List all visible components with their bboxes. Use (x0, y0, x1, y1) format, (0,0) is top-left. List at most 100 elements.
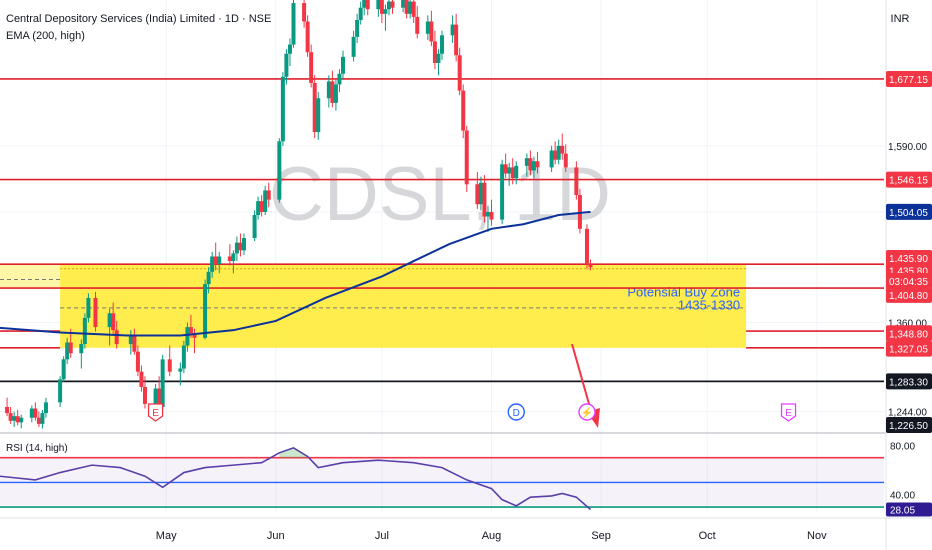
candle-body[interactable] (5, 406, 10, 414)
candle-body[interactable] (556, 145, 561, 160)
candle-body[interactable] (390, 1, 395, 8)
candle-body[interactable] (252, 215, 257, 239)
candle-body[interactable] (365, 0, 370, 10)
candle-body[interactable] (139, 371, 144, 387)
candle-body[interactable] (312, 82, 317, 133)
candle-body[interactable] (383, 9, 388, 14)
candle-body[interactable] (238, 242, 243, 251)
candle-body[interactable] (153, 388, 158, 404)
candle-body[interactable] (514, 165, 519, 179)
candle-body[interactable] (507, 167, 512, 174)
candle-body[interactable] (337, 73, 342, 85)
candle-body[interactable] (457, 55, 462, 91)
candle-body[interactable] (376, 0, 381, 10)
candle-body[interactable] (40, 413, 45, 424)
candle-body[interactable] (379, 0, 384, 14)
candle-body[interactable] (549, 150, 554, 168)
candle-body[interactable] (217, 256, 222, 265)
candle-body[interactable] (531, 161, 536, 171)
candle-body[interactable] (362, 0, 367, 8)
candle-body[interactable] (210, 256, 215, 272)
candle-body[interactable] (574, 167, 579, 196)
candle-body[interactable] (358, 7, 363, 20)
ema-line[interactable] (0, 210, 591, 337)
candle-body[interactable] (231, 253, 236, 262)
candle-body[interactable] (227, 256, 232, 262)
candle-body[interactable] (65, 342, 70, 360)
candle-body[interactable] (553, 150, 558, 160)
candle-body[interactable] (160, 359, 165, 407)
candle-body[interactable] (485, 211, 490, 217)
candle-body[interactable] (241, 238, 246, 251)
candle-body[interactable] (213, 256, 218, 265)
candle-body[interactable] (309, 52, 314, 83)
candle-body[interactable] (461, 90, 466, 131)
candle-body[interactable] (256, 201, 261, 215)
candle-body[interactable] (411, 1, 416, 17)
candle-body[interactable] (500, 164, 505, 220)
candle-body[interactable] (503, 164, 508, 174)
candle-body[interactable] (167, 359, 172, 372)
candle-body[interactable] (135, 351, 140, 372)
event-marker-dividend[interactable]: D (507, 403, 525, 421)
candle-body[interactable] (425, 21, 430, 34)
candle-body[interactable] (482, 182, 487, 217)
candle-body[interactable] (15, 416, 20, 423)
candle-body[interactable] (33, 408, 38, 418)
candle-body[interactable] (68, 342, 73, 354)
event-marker-split[interactable]: ⚡ (578, 403, 596, 421)
candle-body[interactable] (29, 408, 34, 418)
candle-body[interactable] (111, 313, 116, 331)
candle-body[interactable] (142, 387, 147, 404)
candle-body[interactable] (584, 228, 589, 265)
candle-body[interactable] (263, 190, 268, 212)
candle-body[interactable] (128, 336, 133, 344)
candle-body[interactable] (408, 1, 413, 14)
candle-body[interactable] (93, 297, 98, 328)
candle-body[interactable] (302, 3, 307, 22)
candle-body[interactable] (386, 1, 391, 10)
candle-body[interactable] (326, 81, 331, 99)
candle-body[interactable] (415, 16, 420, 34)
earnings-icon[interactable] (147, 403, 164, 422)
candle-body[interactable] (192, 333, 197, 338)
candle-body[interactable] (429, 21, 434, 42)
candle-body[interactable] (181, 345, 186, 369)
candle-body[interactable] (330, 81, 335, 103)
candle-body[interactable] (178, 368, 183, 372)
candle-body[interactable] (132, 336, 137, 352)
candle-body[interactable] (8, 413, 13, 421)
candle-body[interactable] (114, 330, 119, 344)
candle-body[interactable] (404, 0, 409, 14)
earnings-icon[interactable] (780, 403, 797, 422)
candle-body[interactable] (234, 242, 239, 254)
candle-body[interactable] (464, 130, 469, 185)
candle-body[interactable] (401, 0, 406, 8)
candle-body[interactable] (287, 44, 292, 54)
candle-body[interactable] (475, 184, 480, 205)
candle-body[interactable] (440, 35, 444, 54)
candle-body[interactable] (355, 19, 360, 37)
candle-body[interactable] (157, 388, 162, 407)
candle-body[interactable] (107, 313, 112, 328)
candle-body[interactable] (333, 84, 338, 103)
candle-body[interactable] (489, 211, 494, 220)
candle-body[interactable] (524, 158, 529, 166)
candle-body[interactable] (577, 195, 582, 229)
candle-body[interactable] (82, 317, 87, 344)
rsi-line[interactable] (0, 446, 592, 511)
candle-body[interactable] (316, 98, 321, 133)
candle-body[interactable] (86, 297, 91, 318)
candle-body[interactable] (450, 24, 455, 36)
candle-body[interactable] (454, 24, 459, 56)
candle-body[interactable] (58, 379, 63, 403)
candle-body[interactable] (432, 41, 437, 63)
candle-body[interactable] (19, 417, 24, 423)
candle-body[interactable] (510, 167, 515, 179)
candle-body[interactable] (259, 201, 264, 212)
candle-body[interactable] (528, 158, 533, 171)
candle-body[interactable] (266, 190, 271, 200)
event-marker-earnings[interactable]: E (780, 403, 797, 422)
candle-body[interactable] (280, 76, 285, 142)
